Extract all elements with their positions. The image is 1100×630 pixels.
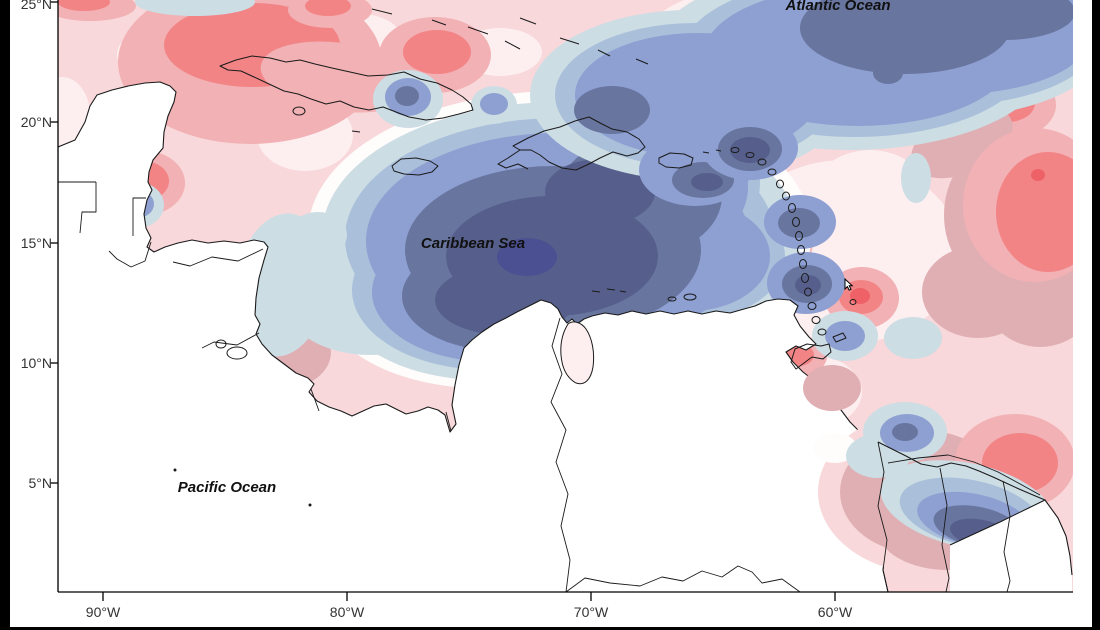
pacific-ocean-label: Pacific Ocean <box>178 479 276 496</box>
screen-edge-right <box>1092 0 1100 630</box>
brazil-white-area <box>950 500 1072 592</box>
islands-layer <box>173 8 857 507</box>
plot-frame <box>50 0 1073 601</box>
lake-nicaragua <box>226 346 248 360</box>
caribbean-sea-label: Caribbean Sea <box>421 235 525 252</box>
y-tick-label-10n: 10°N <box>21 355 52 371</box>
mouse-cursor-icon[interactable] <box>844 277 854 291</box>
tobago-outline <box>832 332 847 343</box>
mainland-coastline <box>58 81 889 592</box>
x-axis-ticks <box>102 592 836 601</box>
atlantic-ocean-label: Atlantic Ocean <box>784 0 890 14</box>
country-borders <box>58 181 1041 592</box>
x-tick-label-90w: 90°W <box>86 604 121 620</box>
x-tick-label-70w: 70°W <box>574 604 609 620</box>
y-axis-ticks <box>50 1 58 484</box>
landmass-layer <box>58 81 1073 592</box>
screen-edge-left <box>0 0 10 630</box>
y-tick-label-5n: 5°N <box>29 475 53 491</box>
x-tick-label-60w: 60°W <box>818 604 853 620</box>
isle-of-youth-outline <box>292 106 306 116</box>
cuba-outline <box>219 55 474 121</box>
map-speck <box>173 468 177 472</box>
ocean-labels: Atlantic Ocean Caribbean Sea Pacific Oce… <box>178 0 891 496</box>
guiana-coastline <box>877 441 1046 501</box>
y-tick-label-20n: 20°N <box>21 114 52 130</box>
puerto-rico-outline <box>658 152 694 169</box>
jamaica-outline <box>391 157 439 176</box>
y-tick-label-25n: 25°N <box>21 0 52 12</box>
axis-labels: 25°N 20°N 15°N 10°N 5°N 90°W 80°W 70°W 6… <box>21 0 853 620</box>
trinidad-outline <box>790 343 832 370</box>
lesser-antilles-outlines <box>591 147 857 336</box>
map-speck <box>308 503 312 507</box>
hispaniola-outline <box>512 116 646 171</box>
amapa-coast-border <box>949 499 1073 576</box>
anomaly-field <box>58 0 1073 592</box>
haiti-peninsula-outline <box>497 149 529 170</box>
screen-edge-bottom <box>0 627 1100 630</box>
y-tick-label-15n: 15°N <box>21 235 52 251</box>
lake-maracaibo <box>560 321 595 385</box>
x-tick-label-80w: 80°W <box>330 604 365 620</box>
bahamas-outlines <box>351 8 649 133</box>
